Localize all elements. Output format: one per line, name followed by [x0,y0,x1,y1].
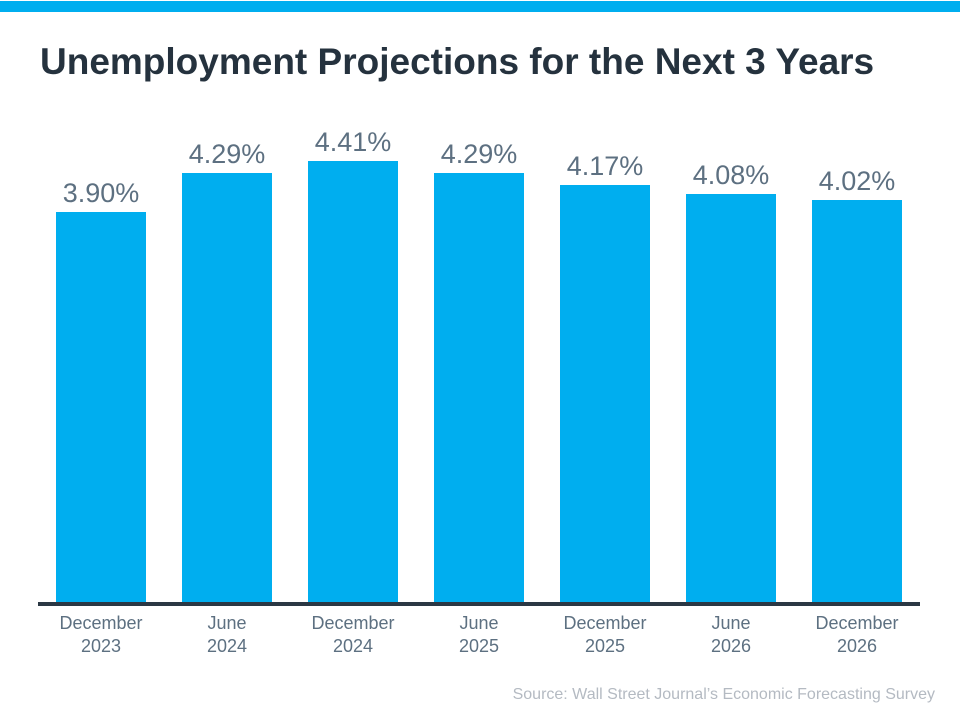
bar-column: 4.02% [812,166,902,602]
bar [182,173,272,602]
bar-chart-plot-area: 3.90% 4.29% 4.41% 4.29% 4.17% 4.08% 4.02% [38,127,920,602]
bar-column: 4.17% [560,151,650,602]
bar [812,200,902,602]
bar-value-label: 4.17% [566,151,644,181]
bar-value-label: 4.29% [188,139,266,169]
bar-value-label: 4.08% [692,160,770,190]
x-axis-category-labels: December 2023 June 2024 December 2024 June … [38,612,920,658]
category-label: December 2026 [815,613,899,656]
bar-column: 4.41% [308,127,398,602]
source-note: Source: Wall Street Journal’s Economic F… [512,686,935,703]
bar-value-label: 4.29% [440,139,518,169]
bar [686,194,776,602]
category-label: June 2025 [458,613,500,656]
chart-title: Unemployment Projections for the Next 3 … [40,41,875,82]
bar [560,185,650,602]
bar [434,173,524,602]
category-label: June 2024 [206,613,248,656]
bar-value-label: 4.02% [818,166,896,196]
bar [56,212,146,602]
bar-column: 3.90% [56,178,146,602]
category-label: December 2023 [59,613,143,656]
x-axis-line [38,602,920,606]
bar-column: 4.08% [686,160,776,602]
bar-value-label: 3.90% [62,178,140,208]
category-label: December 2024 [311,613,395,656]
category-label: December 2025 [563,613,647,656]
bar-column: 4.29% [434,139,524,602]
category-label: June 2026 [710,613,752,656]
bar [308,161,398,602]
bar-value-label: 4.41% [314,127,392,157]
bar-column: 4.29% [182,139,272,602]
top-accent-bar [0,1,960,12]
